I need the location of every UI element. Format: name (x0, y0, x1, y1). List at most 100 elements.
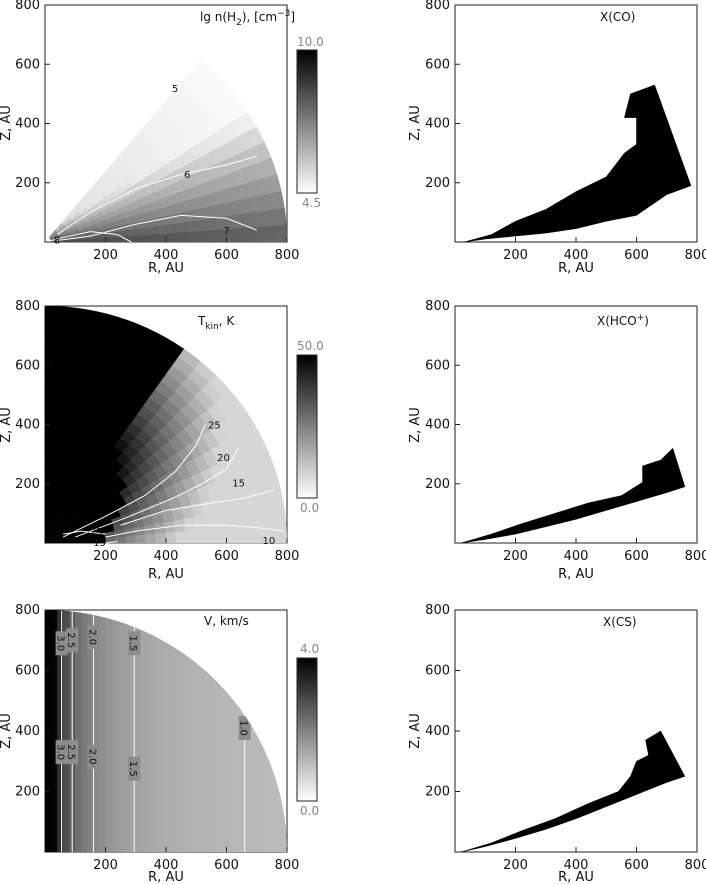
density-ylabel: Z, AU (0, 105, 14, 141)
cs-xtick-600: 600 (624, 858, 649, 873)
velocity-cell (75, 610, 82, 852)
density-plot-area: 5 6 7 8 (48, 60, 288, 247)
velocity-cell (202, 610, 209, 852)
panel-cs: X(CS) (454, 609, 698, 853)
velocity-cell (111, 610, 119, 852)
colorbar-temperature: 50.0 0.0 (296, 339, 324, 515)
colorbar-density: 10.0 4.5 (296, 35, 324, 210)
hco-xtick-800: 800 (685, 549, 706, 564)
velocity-cell (226, 610, 234, 852)
co-xtick-800: 800 (685, 248, 706, 263)
velocity-cell (51, 610, 58, 852)
temperature-contour-label: 25 (90, 527, 103, 538)
panel-velocity: 3.03.02.52.52.02.01.51.51.0 V, km/s (44, 609, 288, 853)
temperature-cell (44, 305, 67, 317)
temperature-xlabel: R, AU (148, 567, 184, 582)
temperature-cell (195, 529, 207, 544)
density-contour-label: 7 (223, 226, 229, 237)
co-ytick-600: 600 (425, 57, 450, 72)
hco-ytick-800: 800 (425, 299, 450, 314)
velocity-contour-label-bg (238, 715, 251, 740)
temperature-cell (44, 424, 56, 436)
temperature-xtick-400: 400 (154, 549, 179, 564)
velocity-xtick-200: 200 (93, 858, 118, 873)
velocity-ytick-200: 200 (15, 785, 40, 800)
velocity-contour-label-bg (66, 628, 79, 653)
cs-ytick-400: 400 (425, 724, 450, 739)
temperature-title: Tkin, K (197, 314, 235, 332)
cs-xtick-400: 400 (564, 858, 589, 873)
density-cell (196, 218, 209, 232)
velocity-cell (141, 610, 149, 852)
density-xlabel: R, AU (148, 261, 184, 276)
temperature-ytick-200: 200 (15, 477, 40, 492)
density-contour-label: 8 (54, 236, 60, 247)
axis-titles: R, AU Z, AU R, AU Z, AU R, AU Z, AU R, A… (0, 105, 594, 884)
temperature-cell (175, 530, 187, 544)
panel-hco: X(HCO+) (454, 305, 698, 544)
colorbar-temperature-bar (296, 354, 318, 499)
velocity-ylabel: Z, AU (0, 713, 14, 749)
colorbar-density-min: 4.5 (302, 196, 321, 210)
cs-ytick-200: 200 (425, 785, 450, 800)
hco-abundance-region (460, 447, 686, 544)
temperature-cell (215, 527, 227, 544)
temperature-cell (44, 315, 66, 327)
temperature-contour (105, 524, 285, 538)
temperature-contour-label: 15 (93, 538, 106, 549)
colorbar-velocity: 4.0 0.0 (296, 642, 319, 818)
velocity-cell (214, 610, 221, 852)
co-xtick-600: 600 (624, 248, 649, 263)
density-cell (186, 219, 199, 232)
temperature-cell (44, 444, 55, 455)
temperature-cell (53, 434, 65, 446)
hco-ytick-200: 200 (425, 477, 450, 492)
density-cell (266, 225, 278, 243)
temperature-cell (44, 473, 52, 485)
co-xtick-200: 200 (503, 248, 528, 263)
temperature-contour-label: 20 (217, 453, 230, 464)
velocity-cell (232, 610, 240, 852)
density-cell (167, 222, 179, 234)
co-xlabel: R, AU (558, 261, 594, 276)
velocity-ytick-400: 400 (15, 724, 40, 739)
velocity-ytick-600: 600 (15, 664, 40, 679)
panel-co: X(CO) (454, 4, 698, 243)
temperature-cell (44, 335, 64, 347)
density-cell (256, 225, 268, 243)
temperature-cell (135, 534, 147, 544)
density-contour (56, 155, 257, 236)
velocity-contour-label-bg (55, 740, 68, 765)
density-contour-label: 5 (172, 84, 178, 95)
velocity-contour-label-bg (87, 625, 100, 650)
temperature-cell (56, 405, 70, 417)
hco-ytick-600: 600 (425, 358, 450, 373)
density-cell (109, 236, 121, 243)
cs-title: X(CS) (603, 615, 637, 629)
density-cell (206, 217, 218, 231)
velocity-cell (178, 610, 185, 852)
density-cell (129, 235, 140, 243)
temperature-cell (205, 528, 217, 544)
temperature-contour-label: 10 (262, 536, 275, 547)
velocity-plot-area: 3.03.02.52.52.02.01.51.51.0 (45, 610, 287, 852)
axes-frame-hco (454, 305, 698, 544)
temperature-xtick-800: 800 (275, 549, 300, 564)
cs-ytick-800: 800 (425, 603, 450, 618)
cs-ytick-600: 600 (425, 664, 450, 679)
velocity-contour-label: 1.0 (238, 720, 249, 736)
density-cell (139, 234, 150, 243)
temperature-cell (44, 414, 57, 426)
velocity-cell (81, 610, 88, 852)
temperature-cell (44, 434, 55, 445)
panel-density: 5 6 7 8 lg n(H2), [cm−3] (44, 4, 295, 247)
temperature-contour (63, 530, 106, 535)
density-cell (177, 221, 189, 233)
hco-xtick-600: 600 (624, 549, 649, 564)
density-contour (49, 231, 132, 243)
velocity-cell (172, 610, 179, 852)
velocity-cell (63, 610, 70, 852)
temperature-ytick-400: 400 (15, 418, 40, 433)
